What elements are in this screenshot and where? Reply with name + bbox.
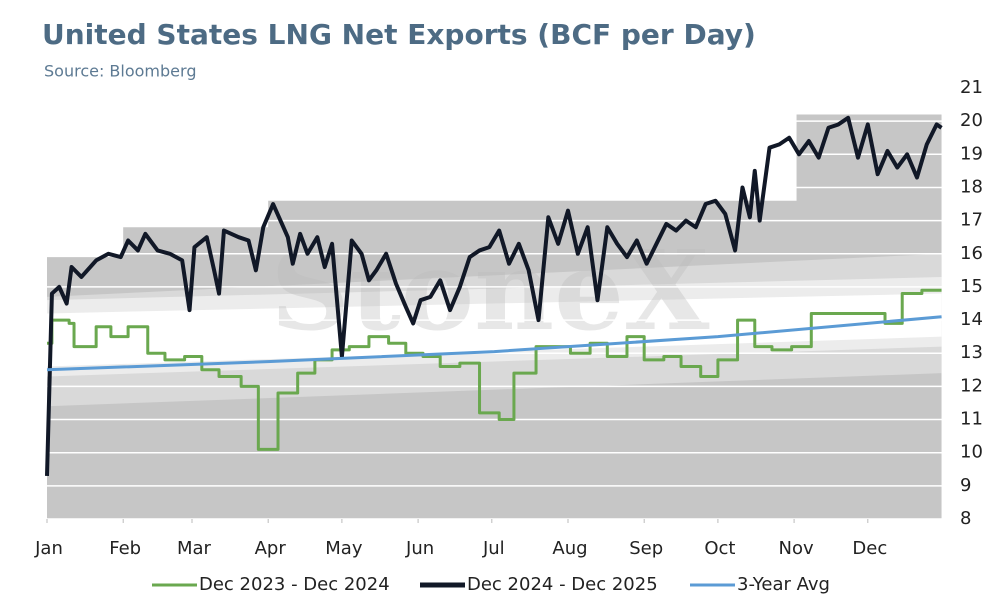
x-tick-label: Mar [177,538,212,559]
x-tick-label: Oct [704,538,735,559]
y-tick-label: 12 [960,375,983,396]
y-tick-label: 15 [960,276,983,297]
x-tick-label: Apr [255,538,287,559]
series-line [46,315,942,372]
y-tick-label: 13 [960,342,983,363]
x-tick-label: Nov [779,538,814,559]
x-tick-label: Jan [34,538,63,559]
x-tick-label: Feb [109,538,141,559]
legend-label: 3-Year Avg [737,574,830,595]
x-tick-label: Jul [482,538,505,559]
legend-label: Dec 2023 - Dec 2024 [199,574,390,595]
chart-subtitle: Source: Bloomberg [44,62,196,81]
range-band [47,293,942,367]
y-tick-label: 21 [960,77,983,98]
series-line [45,115,943,476]
y-tick-label: 10 [960,442,983,463]
y-tick-label: 14 [960,309,983,330]
legend: Dec 2023 - Dec 2024 Dec 2024 - Dec 2025 3-… [152,574,830,595]
legend-label: Dec 2024 - Dec 2025 [467,574,658,595]
y-tick-label: 20 [960,110,983,131]
y-tick-label: 16 [960,243,983,264]
y-tick-label: 8 [960,508,971,529]
y-tick-label: 17 [960,210,983,231]
x-tick-label: Dec [852,538,887,559]
y-tick-label: 18 [960,176,983,197]
y-tick-label: 9 [960,475,971,496]
chart-title: United States LNG Net Exports (BCF per D… [42,18,756,51]
x-tick-label: Jun [405,538,434,559]
series-line [47,288,942,451]
y-tick-label: 11 [960,409,983,430]
x-tick-label: Sep [629,538,663,559]
x-tick-label: Aug [552,538,587,559]
x-tick-label: May [325,538,363,559]
y-tick-label: 19 [960,143,983,164]
